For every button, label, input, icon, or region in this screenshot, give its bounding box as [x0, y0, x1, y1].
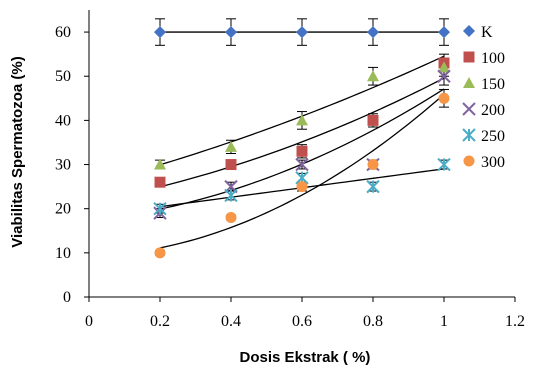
data-point-250 — [437, 157, 451, 172]
x-axis-title: Dosis Ekstrak ( %) — [240, 349, 371, 366]
legend-label-200: 200 — [481, 102, 505, 119]
data-point-150 — [438, 61, 450, 73]
data-point-150 — [367, 70, 379, 82]
trendline-100 — [159, 77, 445, 188]
data-point-K — [367, 26, 379, 39]
legend-label-250: 250 — [481, 128, 505, 145]
trendlines — [159, 31, 445, 249]
legend-label-100: 100 — [481, 50, 505, 67]
error-bars — [155, 18, 449, 256]
data-point-100 — [296, 145, 308, 157]
data-point-300 — [367, 159, 379, 171]
x-tick-label: 1 — [440, 313, 448, 330]
y-tick-label: 50 — [55, 68, 71, 85]
data-point-100 — [367, 114, 379, 126]
y-axis-title: Viabilitas Spermatozoa (%) — [9, 56, 26, 247]
data-point-150 — [296, 114, 308, 126]
data-point-250 — [224, 188, 238, 203]
trendline-300 — [159, 93, 445, 249]
y-tick-label: 40 — [55, 112, 71, 129]
data-point-150 — [154, 158, 166, 170]
y-tick-label: 10 — [55, 245, 71, 262]
data-point-K — [438, 26, 450, 39]
data-point-100 — [154, 176, 166, 188]
legend: K 100 150 200 250 300 — [462, 24, 505, 171]
data-point-200 — [295, 157, 309, 172]
data-point-150 — [225, 140, 237, 152]
y-tick-label: 0 — [63, 289, 71, 306]
y-tick-label: 20 — [55, 201, 71, 218]
axes: 0 10 20 30 40 50 60 0 0.2 0.4 0.6 0.8 1 1.2 — [55, 10, 525, 330]
y-tick-label: 30 — [55, 157, 71, 174]
y-tick-label: 60 — [55, 24, 71, 41]
legend-marker-K — [463, 25, 475, 37]
x-tick-label: 0.4 — [221, 313, 241, 330]
data-point-K — [225, 26, 237, 39]
data-point-300 — [438, 92, 450, 104]
data-point-300 — [154, 247, 166, 259]
x-tick-label: 0.2 — [150, 313, 170, 330]
legend-marker-200 — [462, 102, 476, 116]
data-point-300 — [225, 212, 237, 224]
legend-marker-100 — [463, 51, 475, 63]
data-point-K — [154, 26, 166, 39]
data-points — [153, 26, 451, 259]
data-point-250 — [366, 179, 380, 194]
x-tick-label: 0.6 — [292, 313, 312, 330]
x-tick-label: 0 — [85, 313, 93, 330]
legend-marker-150 — [463, 77, 475, 88]
legend-marker-250 — [462, 128, 476, 142]
data-point-K — [296, 26, 308, 39]
legend-label-K: K — [481, 24, 493, 41]
legend-label-300: 300 — [481, 154, 505, 171]
legend-label-150: 150 — [481, 76, 505, 93]
data-point-200 — [437, 69, 451, 83]
data-point-300 — [296, 181, 308, 193]
x-tick-label: 1.2 — [505, 313, 525, 330]
legend-marker-300 — [463, 155, 475, 167]
data-point-100 — [225, 159, 237, 171]
x-tick-label: 0.8 — [363, 313, 383, 330]
data-point-250 — [153, 201, 167, 216]
